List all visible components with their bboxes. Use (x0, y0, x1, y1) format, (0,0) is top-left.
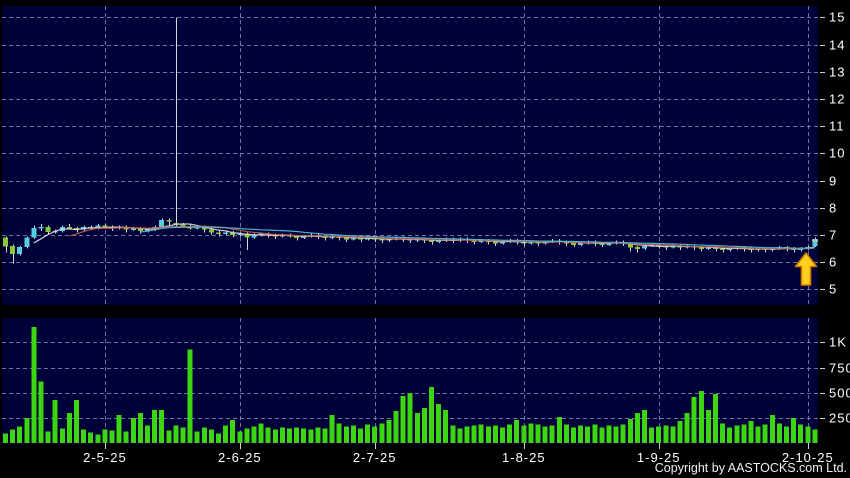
price-axis-label: 7 (829, 227, 838, 243)
date-axis-label: 2-10-25 (781, 450, 834, 465)
date-tick-mark (808, 443, 809, 449)
date-axis-label: 2-6-25 (218, 450, 262, 465)
copyright-text: Copyright by AASTOCKS.com Ltd. (654, 461, 847, 475)
up-arrow-signal-icon (794, 252, 818, 286)
axis-tick-mark (820, 418, 825, 419)
date-tick-mark (524, 443, 525, 449)
axis-tick-mark (820, 235, 825, 236)
date-axis-label: 1-8-25 (502, 450, 546, 465)
price-axis-label: 15 (829, 9, 846, 25)
volume-bars (3, 327, 818, 443)
axis-tick-mark (820, 289, 825, 290)
candlestick-series (3, 17, 818, 264)
axis-tick-mark (820, 72, 825, 73)
axis-tick-mark (820, 45, 825, 46)
axis-tick-mark (820, 99, 825, 100)
price-axis-label: 11 (829, 118, 845, 134)
price-axis-label: 14 (829, 37, 846, 53)
price-axis-label: 6 (829, 254, 838, 270)
price-chart-panel[interactable] (2, 6, 818, 305)
volume-axis-label: 1K (829, 334, 847, 350)
axis-tick-mark (820, 262, 825, 263)
axis-tick-mark (820, 181, 825, 182)
price-gridlines (2, 6, 818, 305)
date-tick-mark (659, 443, 660, 449)
volume-axis-label: 500 (829, 385, 850, 401)
date-axis-label: 2-7-25 (352, 450, 397, 465)
price-axis-label: 9 (829, 173, 838, 189)
date-axis-label: 2-5-25 (83, 450, 127, 465)
ma-line-20 (140, 226, 815, 249)
price-axis-label: 5 (829, 281, 838, 297)
axis-tick-mark (820, 17, 825, 18)
price-axis-label: 8 (829, 200, 838, 216)
last-close-marker (812, 239, 818, 242)
axis-tick-mark (820, 368, 825, 369)
ma-line-10 (69, 225, 815, 250)
axis-tick-mark (820, 393, 825, 394)
price-axis-label: 13 (829, 64, 846, 80)
price-axis-label: 12 (829, 91, 846, 107)
axis-tick-mark (820, 208, 825, 209)
volume-axis-label: 250 (829, 410, 850, 426)
volume-axis-label: 750 (829, 360, 850, 376)
date-tick-mark (105, 443, 106, 449)
axis-tick-mark (820, 342, 825, 343)
axis-tick-mark (820, 153, 825, 154)
date-tick-mark (375, 443, 376, 449)
price-axis-label: 10 (829, 145, 846, 161)
axis-tick-mark (820, 126, 825, 127)
date-axis-label: 1-9-25 (636, 450, 681, 465)
date-tick-mark (240, 443, 241, 449)
volume-chart-panel[interactable] (2, 318, 818, 443)
